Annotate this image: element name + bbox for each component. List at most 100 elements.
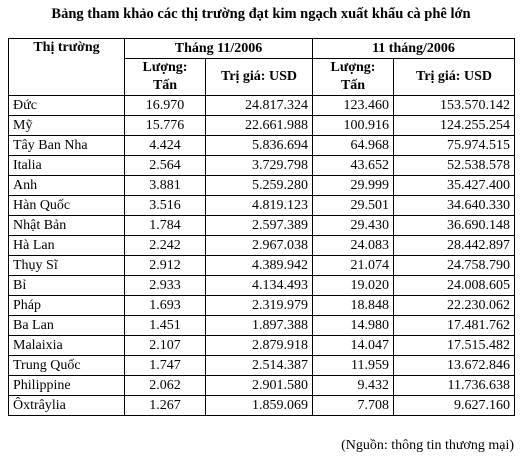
- cell-ytd-quantity: 123.460: [312, 95, 394, 116]
- cell-ytd-value: 75.974.515: [392, 135, 516, 156]
- table-row: Malaixia 2.107 2.879.918 14.047 17.515.482: [8, 335, 516, 356]
- cell-ytd-quantity: 64.968: [312, 135, 394, 156]
- cell-ytd-value: 13.672.846: [392, 355, 516, 376]
- cell-nov-value: 2.597.389: [205, 215, 313, 236]
- cell-market: Thụy Sĩ: [8, 255, 125, 276]
- table-row: Nhật Bản 1.784 2.597.389 29.430 36.690.148: [8, 215, 516, 236]
- cell-nov-value: 4.819.123: [205, 195, 313, 216]
- cell-nov-quantity: 2.107: [124, 335, 206, 356]
- cell-market: Mỹ: [8, 115, 125, 136]
- table-row: Anh 3.881 5.259.280 29.999 35.427.400: [8, 175, 516, 196]
- cell-nov-quantity: 15.776: [124, 115, 206, 136]
- cell-market: Anh: [8, 175, 125, 196]
- cell-ytd-value: 34.640.330: [392, 195, 516, 216]
- cell-nov-value: 4.134.493: [205, 275, 313, 296]
- table-row: Pháp 1.693 2.319.979 18.848 22.230.062: [8, 295, 516, 316]
- table-row: Mỹ 15.776 22.661.988 100.916 124.255.254: [8, 115, 516, 136]
- cell-nov-value: 1.859.069: [205, 395, 313, 416]
- cell-market: Đức: [8, 95, 125, 116]
- cell-nov-quantity: 1.693: [124, 295, 206, 316]
- header-period-eleven-months: 11 tháng/2006: [311, 38, 516, 59]
- cell-ytd-quantity: 11.959: [312, 355, 394, 376]
- cell-ytd-quantity: 9.432: [312, 375, 394, 396]
- cell-nov-value: 5.259.280: [205, 175, 313, 196]
- table-row: Ôxtrâylia 1.267 1.859.069 7.708 9.627.160: [8, 395, 516, 416]
- cell-ytd-value: 24.758.790: [392, 255, 516, 276]
- cell-nov-quantity: 16.970: [124, 95, 206, 116]
- cell-ytd-quantity: 100.916: [312, 115, 394, 136]
- cell-nov-quantity: 2.912: [124, 255, 206, 276]
- cell-nov-value: 2.319.979: [205, 295, 313, 316]
- cell-ytd-quantity: 21.074: [312, 255, 394, 276]
- cell-nov-value: 24.817.324: [205, 95, 313, 116]
- cell-nov-value: 3.729.798: [205, 155, 313, 176]
- cell-ytd-value: 17.481.762: [392, 315, 516, 336]
- cell-market: Bỉ: [8, 275, 125, 296]
- cell-ytd-value: 28.442.897: [392, 235, 516, 256]
- cell-nov-quantity: 1.451: [124, 315, 206, 336]
- cell-nov-quantity: 2.933: [124, 275, 206, 296]
- cell-nov-quantity: 2.242: [124, 235, 206, 256]
- cell-ytd-value: 17.515.482: [392, 335, 516, 356]
- cell-ytd-value: 52.538.578: [392, 155, 516, 176]
- cell-ytd-quantity: 29.999: [312, 175, 394, 196]
- cell-nov-value: 2.967.038: [205, 235, 313, 256]
- header-value: Trị giá: USD: [205, 58, 313, 96]
- cell-ytd-quantity: 18.848: [312, 295, 394, 316]
- cell-ytd-quantity: 29.430: [312, 215, 394, 236]
- source-note: (Nguồn: thông tin thương mại): [341, 438, 514, 453]
- cell-ytd-value: 24.008.605: [392, 275, 516, 296]
- cell-nov-value: 5.836.694: [205, 135, 313, 156]
- cell-ytd-quantity: 29.501: [312, 195, 394, 216]
- cell-nov-value: 2.901.580: [205, 375, 313, 396]
- table-row: Hà Lan 2.242 2.967.038 24.083 28.442.897: [8, 235, 516, 256]
- cell-nov-quantity: 2.564: [124, 155, 206, 176]
- cell-nov-value: 4.389.942: [205, 255, 313, 276]
- cell-ytd-value: 22.230.062: [392, 295, 516, 316]
- cell-ytd-quantity: 19.020: [312, 275, 394, 296]
- cell-market: Hà Lan: [8, 235, 125, 256]
- header-market: Thị trường: [8, 38, 125, 96]
- header-period-november: Tháng 11/2006: [124, 38, 313, 59]
- cell-nov-quantity: 4.424: [124, 135, 206, 156]
- cell-market: Tây Ban Nha: [8, 135, 125, 156]
- cell-ytd-quantity: 14.980: [312, 315, 394, 336]
- cell-ytd-value: 35.427.400: [392, 175, 516, 196]
- cell-nov-quantity: 3.881: [124, 175, 206, 196]
- table-row: Trung Quốc 1.747 2.514.387 11.959 13.672.846: [8, 355, 516, 376]
- table-row: Ba Lan 1.451 1.897.388 14.980 17.481.762: [8, 315, 516, 336]
- cell-nov-value: 2.514.387: [205, 355, 313, 376]
- cell-market: Philippine: [8, 375, 125, 396]
- cell-market: Pháp: [8, 295, 125, 316]
- cell-nov-quantity: 2.062: [124, 375, 206, 396]
- cell-ytd-quantity: 24.083: [312, 235, 394, 256]
- table-body: Đức 16.970 24.817.324 123.460 153.570.142 Mỹ 1…: [8, 95, 516, 416]
- cell-nov-quantity: 1.784: [124, 215, 206, 236]
- cell-nov-quantity: 1.747: [124, 355, 206, 376]
- header-quantity: Lượng: Tấn: [124, 58, 206, 96]
- cell-ytd-quantity: 14.047: [312, 335, 394, 356]
- cell-market: Trung Quốc: [8, 355, 125, 376]
- cell-ytd-value: 9.627.160: [392, 395, 516, 416]
- cell-ytd-value: 11.736.638: [392, 375, 516, 396]
- cell-ytd-quantity: 43.652: [312, 155, 394, 176]
- cell-nov-quantity: 1.267: [124, 395, 206, 416]
- table-row: Đức 16.970 24.817.324 123.460 153.570.142: [8, 95, 516, 116]
- cell-market: Nhật Bản: [8, 215, 125, 236]
- cell-nov-quantity: 3.516: [124, 195, 206, 216]
- cell-market: Hàn Quốc: [8, 195, 125, 216]
- table-row: Thụy Sĩ 2.912 4.389.942 21.074 24.758.790: [8, 255, 516, 276]
- table-row: Philippine 2.062 2.901.580 9.432 11.736.638: [8, 375, 516, 396]
- cell-ytd-value: 36.690.148: [392, 215, 516, 236]
- cell-market: Ôxtrâylia: [8, 395, 125, 416]
- cell-market: Malaixia: [8, 335, 125, 356]
- table-row: Italia 2.564 3.729.798 43.652 52.538.578: [8, 155, 516, 176]
- cell-nov-value: 22.661.988: [205, 115, 313, 136]
- table-row: Bỉ 2.933 4.134.493 19.020 24.008.605: [8, 275, 516, 296]
- table-row: Tây Ban Nha 4.424 5.836.694 64.968 75.974.51…: [8, 135, 516, 156]
- cell-ytd-value: 153.570.142: [392, 95, 516, 116]
- cell-nov-value: 2.879.918: [205, 335, 313, 356]
- header-value: Trị giá: USD: [392, 58, 516, 96]
- cell-ytd-quantity: 7.708: [312, 395, 394, 416]
- cell-ytd-value: 124.255.254: [392, 115, 516, 136]
